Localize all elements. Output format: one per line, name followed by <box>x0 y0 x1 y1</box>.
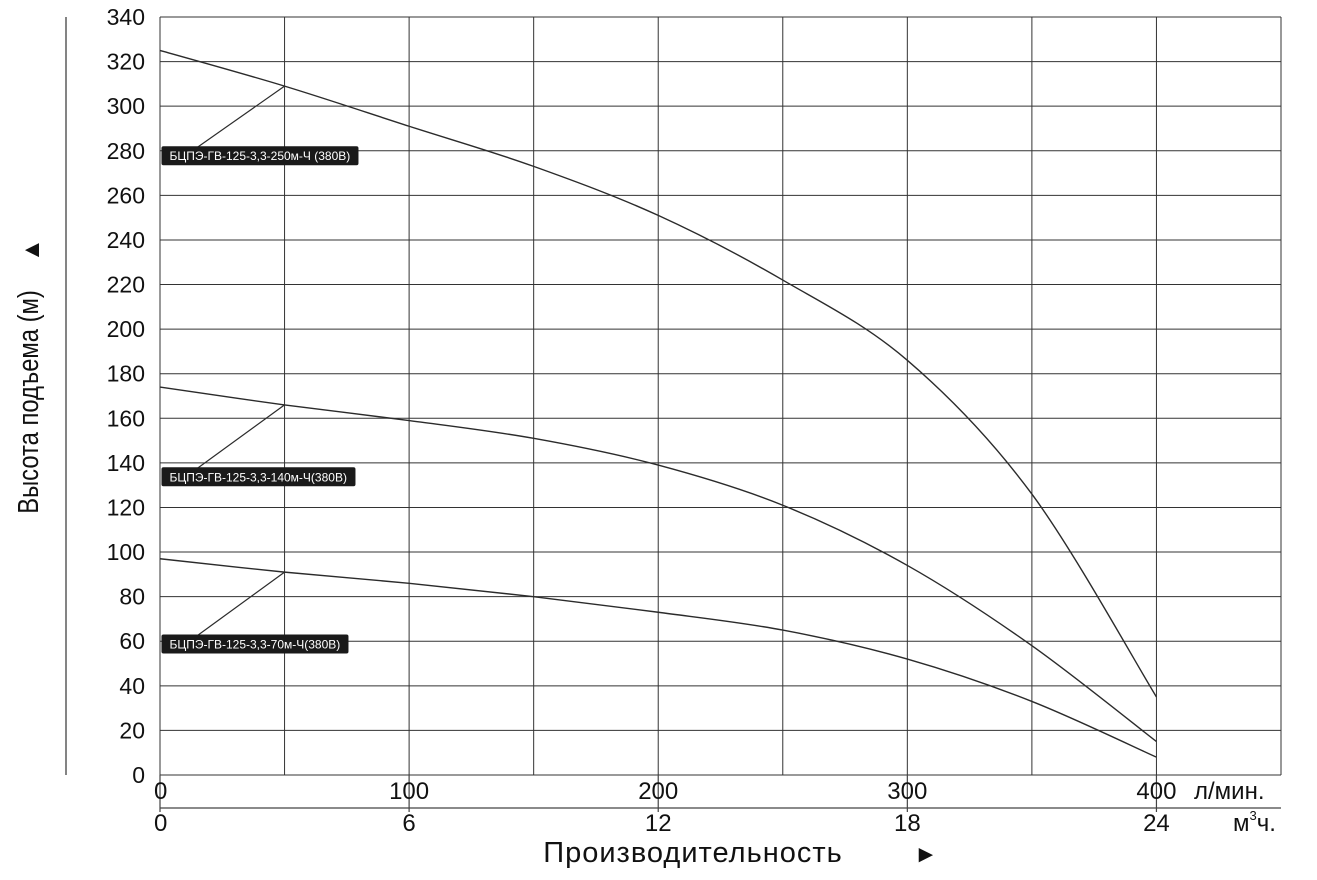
series-label-box <box>161 146 359 166</box>
x-tick-label-secondary: 6 <box>402 810 415 837</box>
y-tick-label: 200 <box>107 316 145 342</box>
series-lines <box>159 49 1158 758</box>
y-tick-label: 140 <box>107 450 145 476</box>
series-label: БЦПЭ-ГВ-125-3,3-250м-Ч (380В) <box>169 149 350 163</box>
x-tick-label-secondary: 18 <box>894 810 921 837</box>
x-tick-label-primary: 300 <box>887 778 927 805</box>
series-leader-line <box>197 404 285 469</box>
series-line-2 <box>159 386 1157 743</box>
x-tick-label-secondary: 12 <box>645 810 672 837</box>
y-tick-label: 220 <box>107 272 145 298</box>
grid <box>159 16 1282 776</box>
y-tick-label: 40 <box>119 673 145 699</box>
x-axis-arrow: ► <box>914 841 938 868</box>
series-leader-line <box>197 85 285 148</box>
y-tick-label: 60 <box>119 628 145 654</box>
y-tick-label: 340 <box>107 4 145 30</box>
x-tick-label-secondary: 0 <box>154 810 167 837</box>
y-tick-label: 160 <box>107 405 145 431</box>
series-leader-line <box>197 571 285 636</box>
y-axis-arrow: ▲ <box>18 238 45 262</box>
series-label-box <box>161 634 349 654</box>
x-unit-secondary-base: м <box>1233 810 1250 837</box>
x-tick-label-primary: 200 <box>638 778 678 805</box>
x-unit-secondary-tail: ч. <box>1257 810 1276 837</box>
series-label: БЦПЭ-ГВ-125-3,3-140м-Ч(380В) <box>169 470 346 484</box>
y-tick-label: 80 <box>119 584 145 610</box>
x-unit-secondary-sup: 3 <box>1250 808 1257 823</box>
y-axis-title-group: Высота подъема (м) ▲ <box>12 238 45 514</box>
y-tick-label: 20 <box>119 717 145 743</box>
x-unit-secondary: м3ч. <box>1233 808 1276 837</box>
x-tick-label-secondary: 24 <box>1143 810 1170 837</box>
x-tick-label-primary: 400 <box>1136 778 1176 805</box>
series-labels: БЦПЭ-ГВ-125-3,3-250м-Ч (380В) БЦПЭ-ГВ-125… <box>161 85 359 654</box>
x-tick-label-primary: 0 <box>154 778 167 805</box>
series-label: БЦПЭ-ГВ-125-3,3-70м-Ч(380В) <box>169 637 340 651</box>
y-tick-label: 240 <box>107 227 145 253</box>
series-line-1 <box>159 49 1158 698</box>
y-tick-label: 260 <box>107 182 145 208</box>
y-tick-label: 100 <box>107 539 145 565</box>
x-unit-primary: л/мин. <box>1194 778 1265 805</box>
y-axis-title: Высота подъема (м) <box>12 290 45 514</box>
y-tick-label: 0 <box>132 762 145 788</box>
series-line-3 <box>159 558 1157 758</box>
series-label-box <box>161 467 356 487</box>
y-tick-label: 300 <box>107 93 145 119</box>
x-axis-title: Производительность <box>543 837 842 869</box>
y-tick-label: 320 <box>107 49 145 75</box>
y-tick-label: 120 <box>107 494 145 520</box>
x-tick-label-primary: 100 <box>389 778 429 805</box>
y-tick-label: 180 <box>107 361 145 387</box>
axes: 0204060801001201401601802002202402602803… <box>65 4 1281 837</box>
y-tick-label: 280 <box>107 138 145 164</box>
